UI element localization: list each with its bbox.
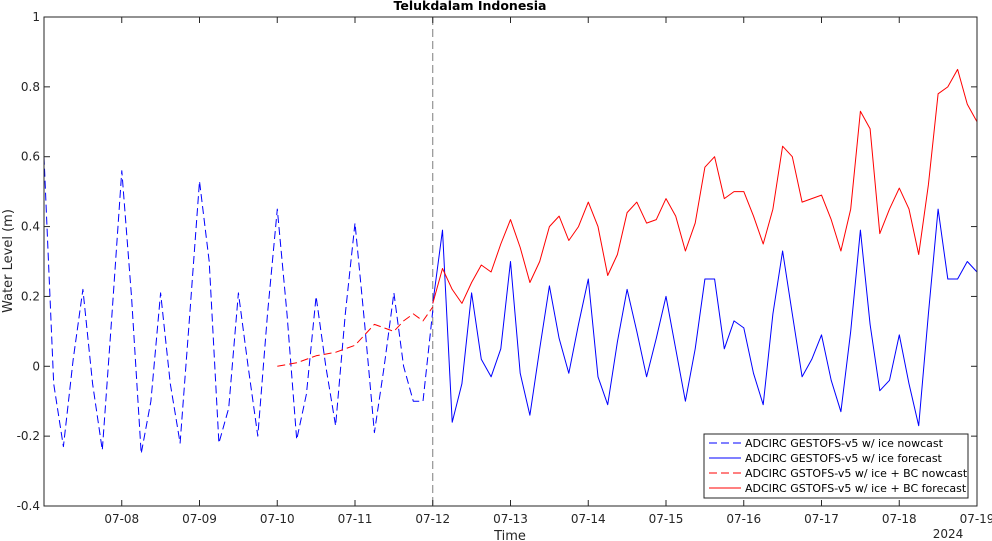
x-axis-title: Time: [493, 529, 526, 541]
x-tick-label: 07-14: [571, 512, 606, 526]
x-tick-label: 07-09: [182, 512, 217, 526]
legend-label-1: ADCIRC GESTOFS-v5 w/ ice nowcast: [745, 437, 944, 450]
legend-label-2: ADCIRC GESTOFS-v5 w/ ice forecast: [745, 452, 943, 465]
legend: ADCIRC GESTOFS-v5 w/ ice nowcast ADCIRC G…: [703, 433, 969, 499]
series-layer: [43, 17, 978, 506]
x-tick-label: 07-11: [338, 512, 373, 526]
axes-layer: -0.4 -0.2 0 0.2 0.4 0.6 0.8 1 07-08 07-09 07-10 07-…: [17, 10, 992, 526]
y-tick-label: 0.6: [21, 150, 40, 164]
x-tick-label: 07-16: [726, 512, 761, 526]
x-tick-label: 07-12: [415, 512, 450, 526]
y-tick-label: 0.2: [21, 289, 40, 303]
y-tick-label: 0.8: [21, 80, 40, 94]
x-tick-label: 07-15: [649, 512, 684, 526]
y-tick-label: 0.4: [21, 220, 40, 234]
y-tick-label: -0.2: [17, 429, 40, 443]
chart-title: Telukdalam Indonesia: [394, 0, 547, 13]
x-tick-label: 07-08: [104, 512, 139, 526]
series-line-2: [432, 208, 978, 427]
y-tick-label: -0.4: [17, 499, 40, 513]
y-axis-title: Water Level (m): [1, 209, 16, 313]
series-line-4: [432, 68, 978, 304]
series-line-3: [277, 306, 434, 367]
y-tick-label: 1: [32, 10, 40, 24]
x-tick-label: 07-13: [493, 512, 528, 526]
y-tick-label: 0: [32, 359, 40, 373]
series-line-1: [43, 156, 434, 455]
x-tick-label: 07-18: [882, 512, 917, 526]
legend-label-4: ADCIRC GSTOFS-v5 w/ ice + BC forecast: [745, 482, 967, 495]
x-tick-label: 07-10: [260, 512, 295, 526]
legend-box: [703, 433, 969, 499]
legend-label-3: ADCIRC GSTOFS-v5 w/ ice + BC nowcast: [745, 467, 968, 480]
x-tick-label: 07-17: [804, 512, 839, 526]
year-label: 2024: [933, 527, 964, 541]
x-tick-label: 07-19: [960, 512, 992, 526]
